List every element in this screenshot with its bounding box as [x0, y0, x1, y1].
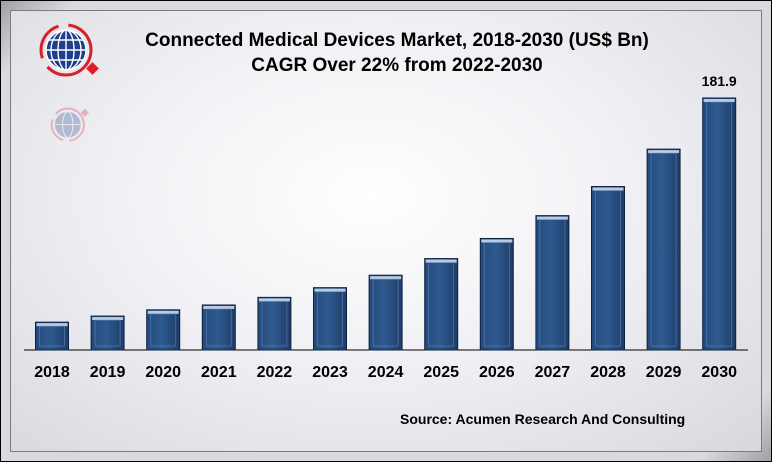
data-label-2030: 181.9 [702, 73, 737, 89]
bar-2030 [702, 97, 737, 351]
bar-highlight-2027 [536, 216, 568, 220]
x-tick-label-2018: 2018 [34, 364, 70, 381]
bar-bevel-2027 [539, 219, 566, 347]
bar-highlight-2025 [425, 259, 457, 263]
bar-bevel-2024 [372, 278, 399, 347]
bar-highlight-2026 [481, 239, 513, 243]
bar-highlight-2022 [258, 298, 290, 302]
bar-2027 [535, 215, 570, 351]
bar-2018 [35, 321, 69, 351]
chart-panel [10, 10, 762, 452]
bar-bevel-2021 [205, 308, 232, 347]
bar-bevel-2026 [483, 242, 510, 347]
x-tick-label-2019: 2019 [90, 364, 126, 381]
bar-2023 [313, 287, 347, 351]
x-tick-label-2029: 2029 [646, 364, 682, 381]
bar-highlight-2024 [370, 276, 402, 280]
bar-2024 [368, 274, 403, 351]
chart-title-block: Connected Medical Devices Market, 2018-2… [0, 28, 772, 78]
chart-title: Connected Medical Devices Market, 2018-2… [145, 30, 649, 51]
bar-2025 [424, 258, 459, 351]
bar-bevel-2018 [39, 325, 65, 347]
chart-subtitle: CAGR Over 22% from 2022-2030 [251, 55, 543, 76]
bar-2021 [201, 304, 236, 351]
x-tick-label-2026: 2026 [479, 364, 515, 381]
bar-highlight-2018 [36, 323, 68, 327]
bar-bevel-2029 [650, 152, 677, 347]
x-tick-label-2022: 2022 [257, 364, 293, 381]
bar-2022 [257, 296, 292, 351]
x-tick-label-2023: 2023 [312, 364, 348, 381]
bar-bevel-2030 [706, 101, 733, 347]
source-note: Source: Acumen Research And Consulting [400, 411, 686, 427]
bar-highlight-2029 [648, 150, 680, 154]
bar-highlight-2019 [92, 317, 124, 321]
x-tick-label-2020: 2020 [145, 364, 181, 381]
bar-2029 [646, 148, 681, 351]
x-tick-label-2030: 2030 [701, 364, 737, 381]
x-tick-label-2027: 2027 [535, 364, 571, 381]
x-tick-label-2021: 2021 [201, 364, 237, 381]
bar-2028 [591, 186, 625, 351]
bar-bevel-2022 [261, 300, 288, 347]
bar-bevel-2028 [595, 190, 621, 347]
x-tick-label-2024: 2024 [368, 364, 404, 381]
globe-logo-icon [39, 23, 99, 77]
bar-bevel-2025 [428, 262, 455, 347]
bar-highlight-2021 [203, 305, 235, 309]
bar-bevel-2020 [150, 313, 177, 347]
x-tick-label-2028: 2028 [590, 364, 626, 381]
bar-highlight-2023 [314, 288, 346, 292]
bar-2019 [90, 315, 125, 351]
bar-highlight-2020 [147, 310, 179, 314]
bar-bevel-2019 [94, 319, 121, 347]
bar-2020 [146, 309, 181, 351]
globe-logo-reflection-icon [50, 107, 89, 142]
bar-2026 [479, 237, 514, 351]
bar-bevel-2023 [317, 291, 343, 347]
bar-highlight-2030 [703, 99, 735, 102]
bar-highlight-2028 [592, 187, 624, 191]
x-tick-label-2025: 2025 [423, 364, 459, 381]
